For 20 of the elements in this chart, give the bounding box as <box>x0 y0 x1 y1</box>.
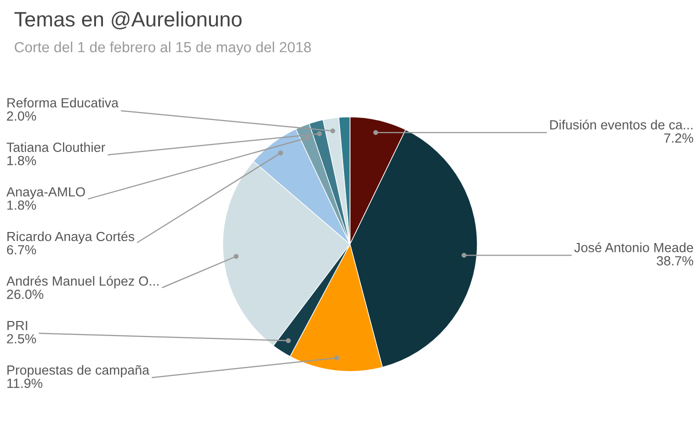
slice-label: Anaya-AMLO <box>6 187 85 200</box>
data-label: 38.7% <box>656 256 694 266</box>
slice-label: Reforma Educativa <box>7 98 119 108</box>
chart-title: Temas en @Aurelionuno <box>14 11 242 30</box>
data-label: 1.8% <box>7 156 36 166</box>
data-label: 2.0% <box>7 111 36 121</box>
data-label: 2.5% <box>7 334 36 344</box>
data-label: 1.8% <box>7 200 36 210</box>
slice-label: Andrés Manuel López O... <box>6 276 158 288</box>
slice-label: Propuestas de campaña <box>7 365 150 378</box>
slice-label: Difusión eventos de ca... <box>550 120 692 130</box>
chart-subtitle: Corte del 1 de febrero al 15 de mayo del 2018 <box>14 42 311 56</box>
data-label: 6.7% <box>7 245 36 254</box>
data-label: 11.9% <box>7 378 42 388</box>
slice-label: Ricardo Anaya Cortés <box>7 231 134 244</box>
slice-label: Tatiana Clouthier <box>6 142 106 152</box>
data-label: 26.0% <box>7 290 44 299</box>
slice-label: PRI <box>7 320 28 330</box>
data-label: 7.2% <box>664 133 694 143</box>
slice-label: José Antonio Meade <box>574 242 694 252</box>
